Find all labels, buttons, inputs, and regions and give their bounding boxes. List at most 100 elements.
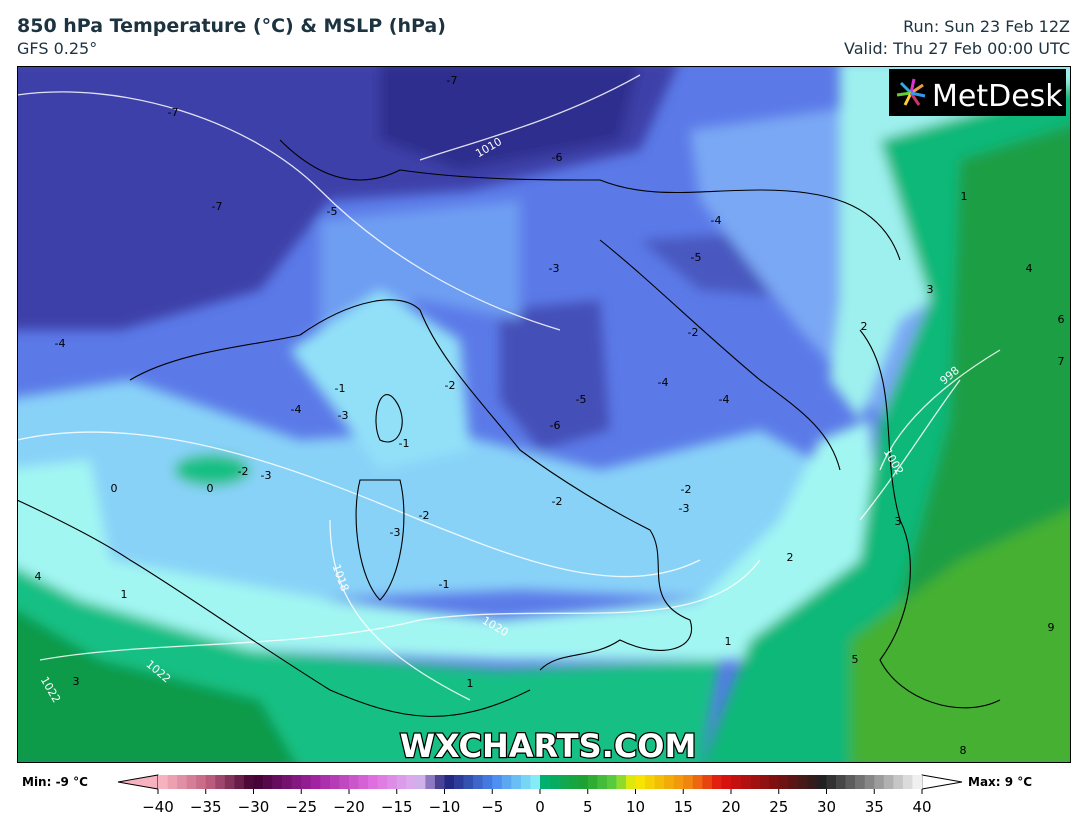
colorbar-segment xyxy=(864,775,875,789)
contour-label: -1 xyxy=(335,382,346,395)
colorbar-tick-label: 25 xyxy=(769,798,788,816)
colorbar-segment xyxy=(645,775,655,789)
contour-label: -4 xyxy=(658,376,669,389)
valid: Valid: Thu 27 Feb 00:00 UTC xyxy=(844,39,1070,58)
colorbar-segment xyxy=(501,775,512,789)
colorbar-segment xyxy=(387,775,398,789)
contour-label: -2 xyxy=(419,509,430,522)
contour-label: -7 xyxy=(168,106,179,119)
colorbar-segment xyxy=(272,775,283,789)
contour-label: -1 xyxy=(439,578,450,591)
colorbar-segment xyxy=(530,775,541,789)
logo-box xyxy=(889,69,1066,116)
contour-label: 1 xyxy=(725,635,732,648)
colorbar-tick-label: 30 xyxy=(817,798,836,816)
colorbar-segment xyxy=(396,775,407,789)
contour-label: -6 xyxy=(552,151,563,164)
colorbar-segment xyxy=(415,775,426,789)
colorbar-segment xyxy=(301,775,312,789)
colorbar-segment xyxy=(587,775,598,789)
contour-label: 2 xyxy=(787,551,794,564)
contour-label: 0 xyxy=(207,482,214,495)
contour-label: -5 xyxy=(327,205,338,218)
colorbar-segment xyxy=(797,775,808,789)
contour-label: -2 xyxy=(552,495,563,508)
colorbar-tick-label: −25 xyxy=(285,798,317,816)
colorbar-segment xyxy=(310,775,321,789)
colorbar: −40 −35 −30 −25 −20 −15 −10 −5 0 5 10 15 20 25 30 35 40 xyxy=(117,774,963,816)
colorbar-segment xyxy=(224,775,235,789)
contour-label: -3 xyxy=(261,469,272,482)
colorbar-segment xyxy=(243,775,254,789)
colorbar-segment xyxy=(406,775,417,789)
logo: MetDesk xyxy=(889,69,1066,116)
colorbar-segment xyxy=(196,775,207,789)
colorbar-tick-label: 15 xyxy=(674,798,693,816)
colorbar-segment xyxy=(654,775,665,789)
contour-label: -7 xyxy=(212,200,223,213)
colorbar-segment xyxy=(788,775,799,789)
colorbar-segment xyxy=(683,775,694,789)
contour-label: -3 xyxy=(679,502,690,515)
colorbar-segment xyxy=(358,775,369,789)
contour-label: -4 xyxy=(711,214,722,227)
colorbar-tick-label: −40 xyxy=(142,798,174,816)
contour-label: 6 xyxy=(1058,313,1065,326)
colorbar-segment xyxy=(463,775,474,789)
colorbar-segment xyxy=(664,775,674,789)
contour-label: -4 xyxy=(55,337,66,350)
contour-label: 1 xyxy=(961,190,968,203)
contour-label: 9 xyxy=(1048,621,1055,634)
colorbar-tick-label: 10 xyxy=(626,798,645,816)
contour-label: -5 xyxy=(691,251,702,264)
colorbar-segment xyxy=(568,775,579,789)
colorbar-segment xyxy=(492,775,503,789)
map: -7 -7 -7 -6 -5 -4 -4 -3 -4 -5 -2 -4 -4 -6 -5 -2 -1 -3 -1 -2… xyxy=(17,66,1071,763)
colorbar-segment xyxy=(692,775,703,789)
colorbar-segment xyxy=(339,775,350,789)
colorbar-segment xyxy=(816,775,827,789)
contour-label: 8 xyxy=(960,744,967,757)
colorbar-segment xyxy=(329,775,340,789)
colorbar-segment xyxy=(759,775,770,789)
colorbar-tick-label: −10 xyxy=(429,798,461,816)
logo-text: MetDesk xyxy=(932,79,1063,114)
colorbar-segment xyxy=(883,775,894,789)
colorbar-segment xyxy=(750,775,760,789)
colorbar-segment xyxy=(769,775,780,789)
colorbar-segment xyxy=(377,775,388,789)
contour-label: -2 xyxy=(445,379,456,392)
colorbar-tick-label: 40 xyxy=(912,798,931,816)
contour-label: 0 xyxy=(111,482,118,495)
colorbar-segment xyxy=(158,775,168,789)
contour-label: 5 xyxy=(852,653,859,666)
colorbar-tick-label: −20 xyxy=(333,798,365,816)
colorbar-segment xyxy=(473,775,483,789)
title: 850 hPa Temperature (°C) & MSLP (hPa) xyxy=(17,15,446,37)
colorbar-segment xyxy=(845,775,856,789)
model: GFS 0.25° xyxy=(17,39,97,58)
colorbar-tick-label: 35 xyxy=(865,798,884,816)
colorbar-segment xyxy=(520,775,531,789)
colorbar-segment xyxy=(320,775,331,789)
colorbar-segment xyxy=(740,775,751,789)
colorbar-segment xyxy=(616,775,627,789)
colorbar-segment xyxy=(778,775,789,789)
colorbar-segment xyxy=(482,775,493,789)
colorbar-segment xyxy=(167,775,178,789)
contour-label: -2 xyxy=(681,483,692,496)
contour-label: -6 xyxy=(550,419,561,432)
contour-labels: -7 -7 -7 -6 -5 -4 -4 -3 -4 -5 -2 -4 -4 -6 -5 -2 -1 -3 -1 -2… xyxy=(35,74,1065,757)
colorbar-segment xyxy=(711,775,722,789)
contour-label: -5 xyxy=(576,393,587,406)
colorbar-segment xyxy=(511,775,522,789)
temperature-field xyxy=(17,66,1071,763)
colorbar-segment xyxy=(425,775,436,789)
colorbar-tick-label: −15 xyxy=(381,798,413,816)
run: Run: Sun 23 Feb 12Z xyxy=(903,17,1070,36)
colorbar-segment xyxy=(444,775,455,789)
colorbar-tick-label: −35 xyxy=(190,798,222,816)
colorbar-arrow-left xyxy=(117,774,159,790)
colorbar-arrow-right xyxy=(921,774,963,790)
